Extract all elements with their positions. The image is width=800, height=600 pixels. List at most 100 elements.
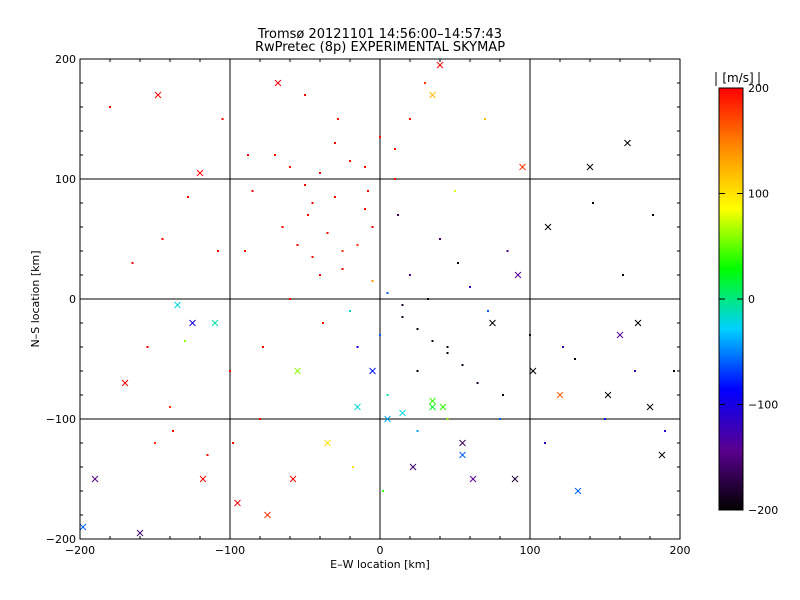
data-point-x [294, 367, 301, 375]
data-point-dot [247, 154, 249, 156]
data-point-dot [244, 250, 246, 252]
data-point-dot [409, 118, 411, 120]
data-point-dot [319, 274, 321, 276]
data-point-dot [322, 322, 324, 324]
data-point-dot [382, 490, 384, 492]
data-point-dot [352, 466, 354, 468]
data-point-dot [427, 298, 429, 300]
data-point-dot [232, 442, 234, 444]
data-point-dot [349, 160, 351, 162]
data-point-dot [439, 238, 441, 240]
data-point-dot [274, 154, 276, 156]
data-point-dot [622, 274, 624, 276]
data-point-dot [446, 352, 449, 354]
data-point-dot [416, 430, 419, 432]
data-point-x [399, 409, 406, 417]
data-point-x [658, 451, 666, 459]
data-point-x [519, 163, 526, 171]
data-point-x [354, 403, 361, 411]
data-point-dot [349, 310, 351, 312]
colorbar-tick-label: 0 [748, 293, 755, 306]
data-point-dot [401, 316, 404, 318]
data-point-dot [304, 184, 306, 186]
data-point-dot [289, 166, 291, 168]
data-point-x [436, 61, 444, 69]
data-point-dot [499, 418, 501, 420]
data-point-dot [131, 262, 134, 264]
data-point-dot [469, 286, 471, 288]
x-tick-label: −200 [65, 544, 95, 557]
data-point-x [604, 391, 612, 399]
data-point-dot [296, 244, 299, 246]
data-point-dot [386, 292, 389, 294]
colorbar-tick-label: 100 [748, 188, 769, 201]
data-point-x [196, 169, 204, 177]
data-point-dot [604, 418, 606, 420]
data-point-dot [544, 442, 546, 444]
colorbar: 200 100 0 −100 −200 [715, 72, 778, 517]
data-point-dot [409, 274, 411, 276]
y-tick-label: 100 [55, 173, 76, 186]
data-point-dot [424, 82, 426, 84]
data-point-x [154, 91, 162, 99]
data-point-dot [364, 166, 366, 168]
data-point-x [189, 319, 196, 327]
x-tick-label: 200 [670, 544, 691, 557]
data-point-x [409, 463, 417, 471]
data-point-dot [416, 370, 419, 372]
data-point-dot [371, 280, 374, 282]
data-point-dot [341, 268, 344, 270]
data-point-dot [574, 358, 576, 360]
data-point-dot [431, 340, 434, 342]
data-point-x [91, 475, 99, 483]
data-point-x [136, 529, 144, 537]
data-point-dot [262, 346, 264, 348]
data-point-x [646, 403, 654, 411]
data-point-x [511, 475, 519, 483]
data-point-dot [206, 454, 209, 456]
data-point-x [174, 301, 181, 309]
data-point-dot [307, 214, 309, 216]
data-point-dot [652, 214, 654, 216]
data-point-dot [529, 334, 531, 336]
data-point-dot [251, 190, 254, 192]
data-point-dot [673, 370, 675, 372]
data-point-dot [161, 238, 164, 240]
data-point-x [634, 319, 642, 327]
colorbar-tick-label: −200 [748, 504, 778, 517]
data-point-dot [379, 334, 381, 336]
data-point-x [469, 475, 477, 483]
data-point-dot [311, 202, 314, 204]
data-point-x [624, 139, 631, 147]
data-point-x [489, 319, 496, 327]
data-point-x [439, 403, 447, 411]
data-point-dot [259, 418, 261, 420]
data-point-dot [476, 382, 479, 384]
data-point-dot [289, 298, 291, 300]
data-point-x [234, 499, 241, 507]
x-tick-label: 100 [520, 544, 541, 557]
data-point-dot [461, 364, 464, 366]
data-point-dot [304, 94, 306, 96]
y-tick-label: 200 [55, 53, 76, 66]
data-point-x [544, 223, 552, 231]
data-point-dot [326, 232, 329, 234]
data-point-dot [356, 244, 359, 246]
data-point-dot [184, 340, 186, 342]
data-point-x [274, 79, 282, 87]
data-point-x [429, 397, 436, 405]
data-point-dot [217, 250, 219, 252]
data-point-x [211, 319, 219, 327]
data-point-dot [379, 136, 381, 138]
x-tick-label: −100 [215, 544, 245, 557]
data-point-dot [341, 250, 344, 252]
chart-title: Tromsø 20121101 14:56:00–14:57:43 [257, 27, 502, 42]
data-point-x [369, 367, 376, 375]
data-point-dot [334, 196, 336, 198]
data-point-dot [187, 196, 189, 198]
plot-area: −200 −100 0 100 200 −200 −100 0 100 200 [46, 53, 691, 557]
data-point-x [429, 91, 436, 99]
data-point-x [264, 511, 271, 519]
data-point-dot [664, 430, 666, 432]
colorbar-unit-label: [m/s] [722, 71, 753, 85]
